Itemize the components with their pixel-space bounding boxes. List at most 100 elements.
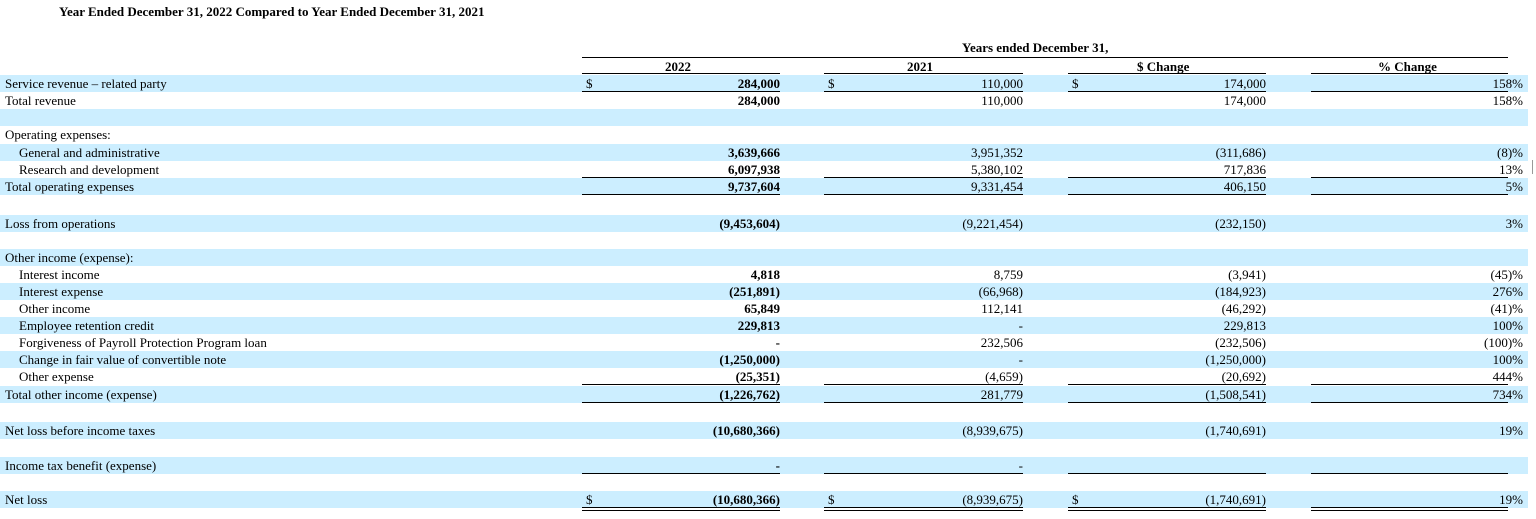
header-col-change: $ Change [1137, 59, 1190, 74]
underline-rule [824, 384, 1023, 385]
value-change: (1,740,691) [1205, 423, 1266, 438]
value-2022: - [775, 335, 780, 350]
table-row: Service revenue – related party $ $ $284,00… [0, 75, 1528, 92]
table-row: Total other income (expense) (1,226,762) 2… [0, 386, 1528, 403]
table-row [0, 440, 1528, 457]
table-row: Forgiveness of Payroll Protection Progra… [0, 334, 1528, 351]
underline-rule [1068, 194, 1266, 195]
value-2021: 8,759 [993, 267, 1023, 282]
value-change: (1,250,000) [1205, 352, 1266, 367]
underline-rule [582, 402, 780, 403]
table-row: Operating expenses: [0, 126, 1528, 143]
page-title: Year Ended December 31, 2022 Compared to… [59, 4, 485, 19]
underline-rule [824, 194, 1023, 195]
header-col-rule-2021 [824, 73, 1023, 74]
row-label: Other income (expense): [5, 250, 134, 265]
underline-rule [824, 402, 1023, 403]
row-label: Total revenue [5, 93, 76, 108]
value-change: (1,740,691) [1205, 492, 1266, 507]
value-2022: 6,097,938 [728, 162, 780, 177]
underline-rule [824, 177, 1023, 178]
value-2021: - [1018, 318, 1023, 333]
row-label: Operating expenses: [5, 127, 111, 142]
value-pct-change: 276% [1492, 284, 1523, 299]
value-change: (311,686) [1215, 145, 1266, 160]
row-label: Other income [19, 301, 91, 316]
value-change: 174,000 [1223, 93, 1266, 108]
value-2022: 284,000 [737, 93, 780, 108]
underline-rule [1311, 473, 1508, 474]
row-label: Total operating expenses [5, 179, 135, 194]
table-row: Loss from operations (9,453,604) (9,221,45… [0, 215, 1528, 232]
value-2021: 112,141 [981, 301, 1023, 316]
underline-rule [582, 177, 780, 178]
underline-rule [1311, 194, 1508, 195]
table-row: Net loss before income taxes (10,680,366)… [0, 422, 1528, 439]
underline-rule [582, 91, 780, 92]
table-row: General and administrative 3,639,666 3,951… [0, 144, 1528, 161]
value-2021: (4,659) [985, 369, 1023, 384]
value-change: 717,836 [1223, 162, 1266, 177]
table-row: Interest expense (251,891) (66,968) (184,92… [0, 283, 1528, 300]
underline-rule [1068, 402, 1266, 403]
value-pct-change: 5% [1505, 179, 1523, 194]
value-2021: - [1018, 352, 1023, 367]
row-label: Forgiveness of Payroll Protection Progra… [19, 335, 267, 350]
value-2022: (10,680,366) [712, 492, 780, 507]
value-change: (232,506) [1215, 335, 1266, 350]
value-2022: 229,813 [737, 318, 780, 333]
table-row: Total revenue 284,000 110,000 174,000 158% [0, 92, 1528, 109]
value-2022: 9,737,604 [728, 179, 780, 194]
table-row: Other income (expense): [0, 249, 1528, 266]
header-col-2021: 2021 [907, 59, 933, 74]
value-2022: (251,891) [729, 284, 780, 299]
value-2021: 9,331,454 [971, 179, 1023, 194]
underline-rule [1068, 473, 1266, 474]
underline-rule [1311, 91, 1508, 92]
value-2022: - [775, 458, 780, 473]
table-row: Other expense (25,351) (4,659) (20,692) 444% [0, 368, 1528, 385]
underline-rule [824, 91, 1023, 92]
dollar-sign-change: $ [1072, 492, 1079, 507]
underline-rule [1311, 402, 1508, 403]
value-2021: 3,951,352 [971, 145, 1023, 160]
row-label: Income tax benefit (expense) [5, 458, 157, 473]
table-row [0, 195, 1528, 212]
value-change: (1,508,541) [1205, 387, 1266, 402]
row-label: Other expense [19, 369, 94, 384]
double-underline-rule [1068, 507, 1266, 511]
value-pct-change: 3% [1505, 216, 1523, 231]
value-change: (46,292) [1221, 301, 1266, 316]
value-change: 174,000 [1223, 76, 1266, 91]
table-row [0, 109, 1528, 126]
row-label: Interest expense [19, 284, 104, 299]
value-pct-change: 100% [1492, 352, 1523, 367]
header-col-2022: 2022 [665, 59, 691, 74]
value-2021: - [1018, 458, 1023, 473]
table-row: Net loss $ $ $ (10,680,366) (8,939,675) (1,740… [0, 491, 1528, 511]
value-change: (184,923) [1215, 284, 1266, 299]
value-2021: (9,221,454) [962, 216, 1023, 231]
underline-rule [1068, 177, 1266, 178]
dollar-sign-2022: $ [586, 492, 593, 507]
table-row: Total operating expenses 9,737,604 9,331,4… [0, 178, 1528, 195]
value-pct-change: (41)% [1490, 301, 1524, 316]
value-change: (3,941) [1228, 267, 1266, 282]
value-2022: (1,226,762) [719, 387, 780, 402]
value-2021: 281,779 [980, 387, 1023, 402]
table-row: Income tax benefit (expense) - - [0, 457, 1528, 474]
table-row [0, 232, 1528, 249]
double-underline-rule [1311, 507, 1508, 511]
value-2022: 284,000 [737, 76, 780, 91]
value-pct-change: 100% [1492, 318, 1523, 333]
table-row [0, 474, 1528, 491]
value-pct-change: 19% [1499, 492, 1523, 507]
value-2021: 5,380,102 [971, 162, 1023, 177]
table-row: Interest income 4,818 8,759 (3,941) (45)% [0, 266, 1528, 283]
underline-rule [824, 473, 1023, 474]
value-change: (20,692) [1221, 369, 1266, 384]
underline-rule [1311, 384, 1508, 385]
value-pct-change: (45)% [1490, 267, 1524, 282]
dollar-sign-2021: $ [828, 492, 835, 507]
value-2022: (9,453,604) [719, 216, 780, 231]
